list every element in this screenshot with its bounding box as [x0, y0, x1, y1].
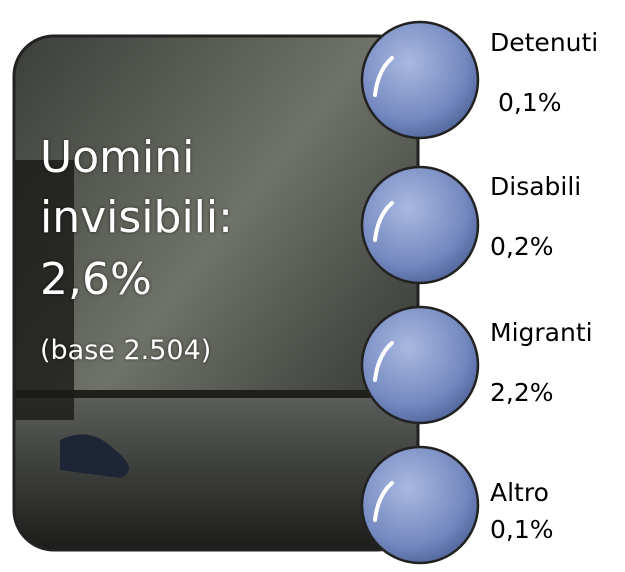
- main-note: (base 2.504): [40, 335, 212, 366]
- item-label: Altro: [490, 478, 549, 507]
- main-title: Uomini invisibili:: [40, 132, 233, 243]
- item-value: 2,2%: [490, 378, 554, 407]
- bubbles: [360, 20, 480, 565]
- item-label: Detenuti: [490, 28, 599, 57]
- bubble: [360, 305, 480, 425]
- item-value: 0,2%: [490, 232, 554, 261]
- item-label: Migranti: [490, 318, 593, 347]
- item-value: 0,1%: [498, 88, 562, 117]
- main-value: 2,6%: [40, 254, 152, 305]
- bubble: [360, 20, 480, 140]
- bubble: [360, 445, 480, 565]
- item-label: Disabili: [490, 172, 582, 201]
- item-value: 0,1%: [490, 515, 554, 544]
- photo: [14, 36, 418, 550]
- bubble: [360, 165, 480, 285]
